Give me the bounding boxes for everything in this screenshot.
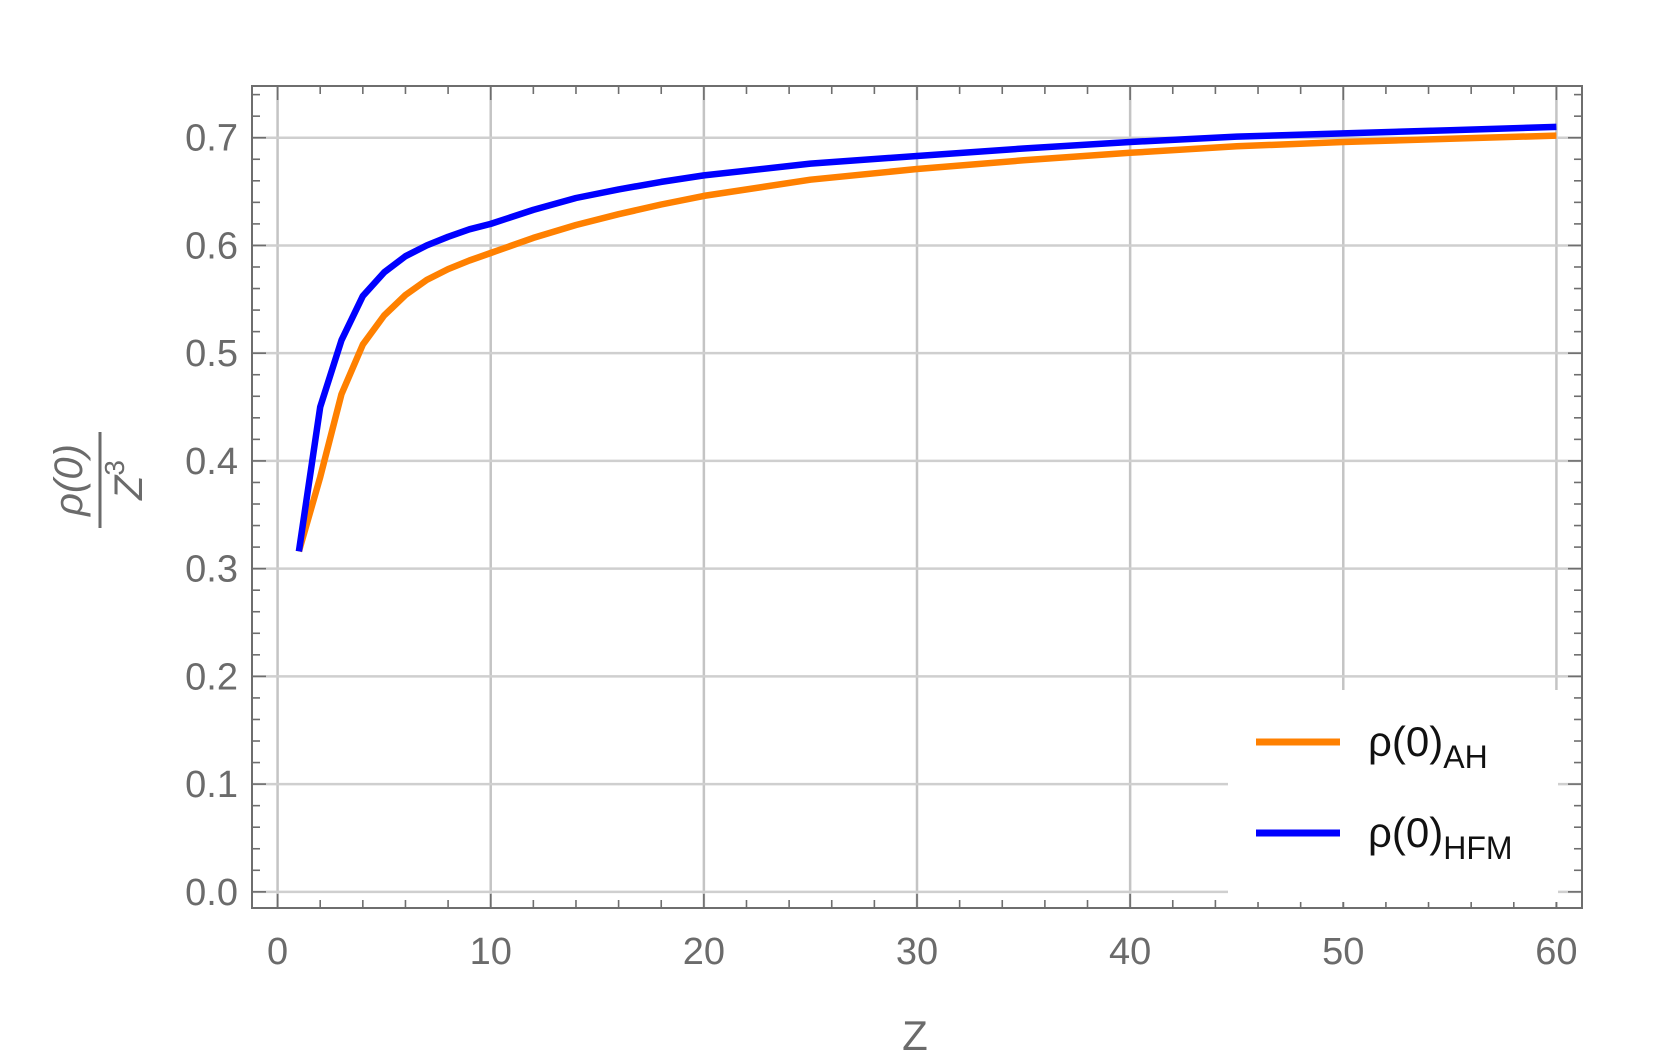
grid (252, 86, 1582, 908)
series-line-hfm (295, 123, 1557, 552)
y-axis-label-denominator-base: Z (107, 474, 151, 501)
legend-label-ah-name: ρ(0) (1368, 718, 1443, 765)
x-tick-label-30: 30 (896, 931, 938, 973)
y-tick-label-0.1: 0.1 (185, 764, 238, 806)
legend-background (1228, 690, 1558, 902)
y-tick-label-0.0: 0.0 (185, 872, 238, 914)
x-tick-label-60: 60 (1535, 931, 1577, 973)
x-tick-label-50: 50 (1322, 931, 1364, 973)
legend-label-ah-subscript: AH (1443, 739, 1487, 775)
y-tick-label-0.2: 0.2 (185, 656, 238, 698)
legend-label-hfm-subscript: HFM (1443, 830, 1512, 866)
series-line-ah (295, 132, 1557, 553)
legend-label-ah: ρ(0)AH (1368, 718, 1488, 775)
x-axis-label: Z (902, 1012, 928, 1059)
y-axis-label-denominator: Z3 (99, 460, 151, 501)
y-axis-label-numerator: ρ(0) (47, 444, 91, 517)
x-tick-label-0: 0 (267, 931, 288, 973)
ticks (252, 86, 1582, 908)
y-tick-label-0.3: 0.3 (185, 549, 238, 591)
x-tick-label-10: 10 (470, 931, 512, 973)
y-tick-label-0.5: 0.5 (185, 333, 238, 375)
y-tick-label-0.6: 0.6 (185, 225, 238, 267)
y-axis-label-denominator-exp: 3 (99, 460, 130, 476)
series-layer (295, 123, 1557, 553)
legend-label-hfm: ρ(0)HFM (1368, 809, 1513, 866)
tick-labels: 0 10 20 30 40 50 60 0.0 0.1 0.2 0.3 0.4 0.5 0.6 0.7 (185, 118, 1577, 973)
legend: ρ(0)AH ρ(0)HFM (1228, 690, 1558, 902)
y-tick-label-0.7: 0.7 (185, 118, 238, 160)
y-axis-label: ρ(0) Z3 (47, 432, 151, 528)
x-tick-label-40: 40 (1109, 931, 1151, 973)
legend-label-hfm-name: ρ(0) (1368, 809, 1443, 856)
x-tick-label-20: 20 (683, 931, 725, 973)
y-tick-label-0.4: 0.4 (185, 441, 238, 483)
